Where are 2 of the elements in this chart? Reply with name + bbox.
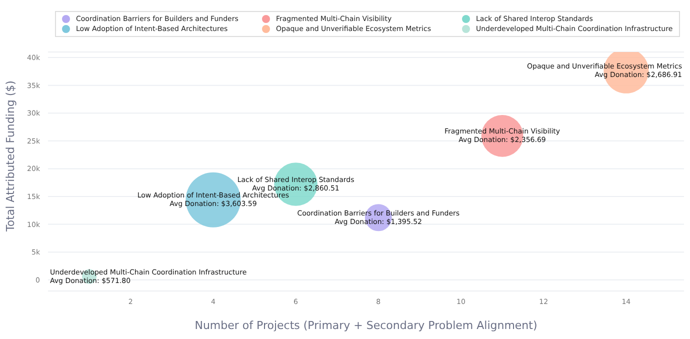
y-axis-title: Total Attributed Funding ($) <box>4 80 17 232</box>
x-axis-title: Number of Projects (Primary + Secondary Problem Alignment) <box>194 319 538 332</box>
